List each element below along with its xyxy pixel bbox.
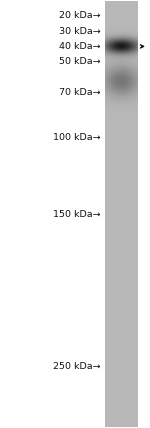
Text: 50 kDa→: 50 kDa→ xyxy=(59,57,100,66)
Bar xyxy=(114,1,115,427)
Bar xyxy=(118,1,119,427)
Bar xyxy=(126,1,127,427)
Bar xyxy=(134,1,135,427)
Bar xyxy=(105,1,106,427)
Text: 40 kDa→: 40 kDa→ xyxy=(59,42,100,51)
Bar xyxy=(107,1,108,427)
Bar xyxy=(112,1,113,427)
Bar xyxy=(127,1,128,427)
Bar xyxy=(113,1,114,427)
Text: 20 kDa→: 20 kDa→ xyxy=(59,12,100,21)
Bar xyxy=(106,1,107,427)
Text: 70 kDa→: 70 kDa→ xyxy=(59,88,100,97)
Bar xyxy=(128,1,129,427)
Bar xyxy=(109,1,110,427)
Bar xyxy=(110,1,111,427)
Bar xyxy=(125,1,126,427)
Bar xyxy=(122,1,123,427)
Bar xyxy=(136,1,137,427)
Bar xyxy=(108,1,109,427)
Bar xyxy=(124,1,125,427)
Bar xyxy=(123,1,124,427)
Bar xyxy=(135,1,136,427)
Text: 30 kDa→: 30 kDa→ xyxy=(58,27,100,36)
Bar xyxy=(133,1,134,427)
Bar xyxy=(119,1,120,427)
Text: www.PTGLAB.COM: www.PTGLAB.COM xyxy=(110,195,132,248)
Bar xyxy=(131,1,132,427)
Bar xyxy=(117,1,118,427)
Bar xyxy=(115,1,116,427)
Bar xyxy=(130,1,131,427)
Text: 100 kDa→: 100 kDa→ xyxy=(53,133,100,143)
Text: 150 kDa→: 150 kDa→ xyxy=(53,209,100,219)
Bar xyxy=(111,1,112,427)
Text: 250 kDa→: 250 kDa→ xyxy=(53,362,100,371)
Bar xyxy=(116,1,117,427)
Bar xyxy=(120,1,121,427)
Bar xyxy=(121,1,122,427)
Bar xyxy=(129,1,130,427)
Bar xyxy=(132,1,133,427)
